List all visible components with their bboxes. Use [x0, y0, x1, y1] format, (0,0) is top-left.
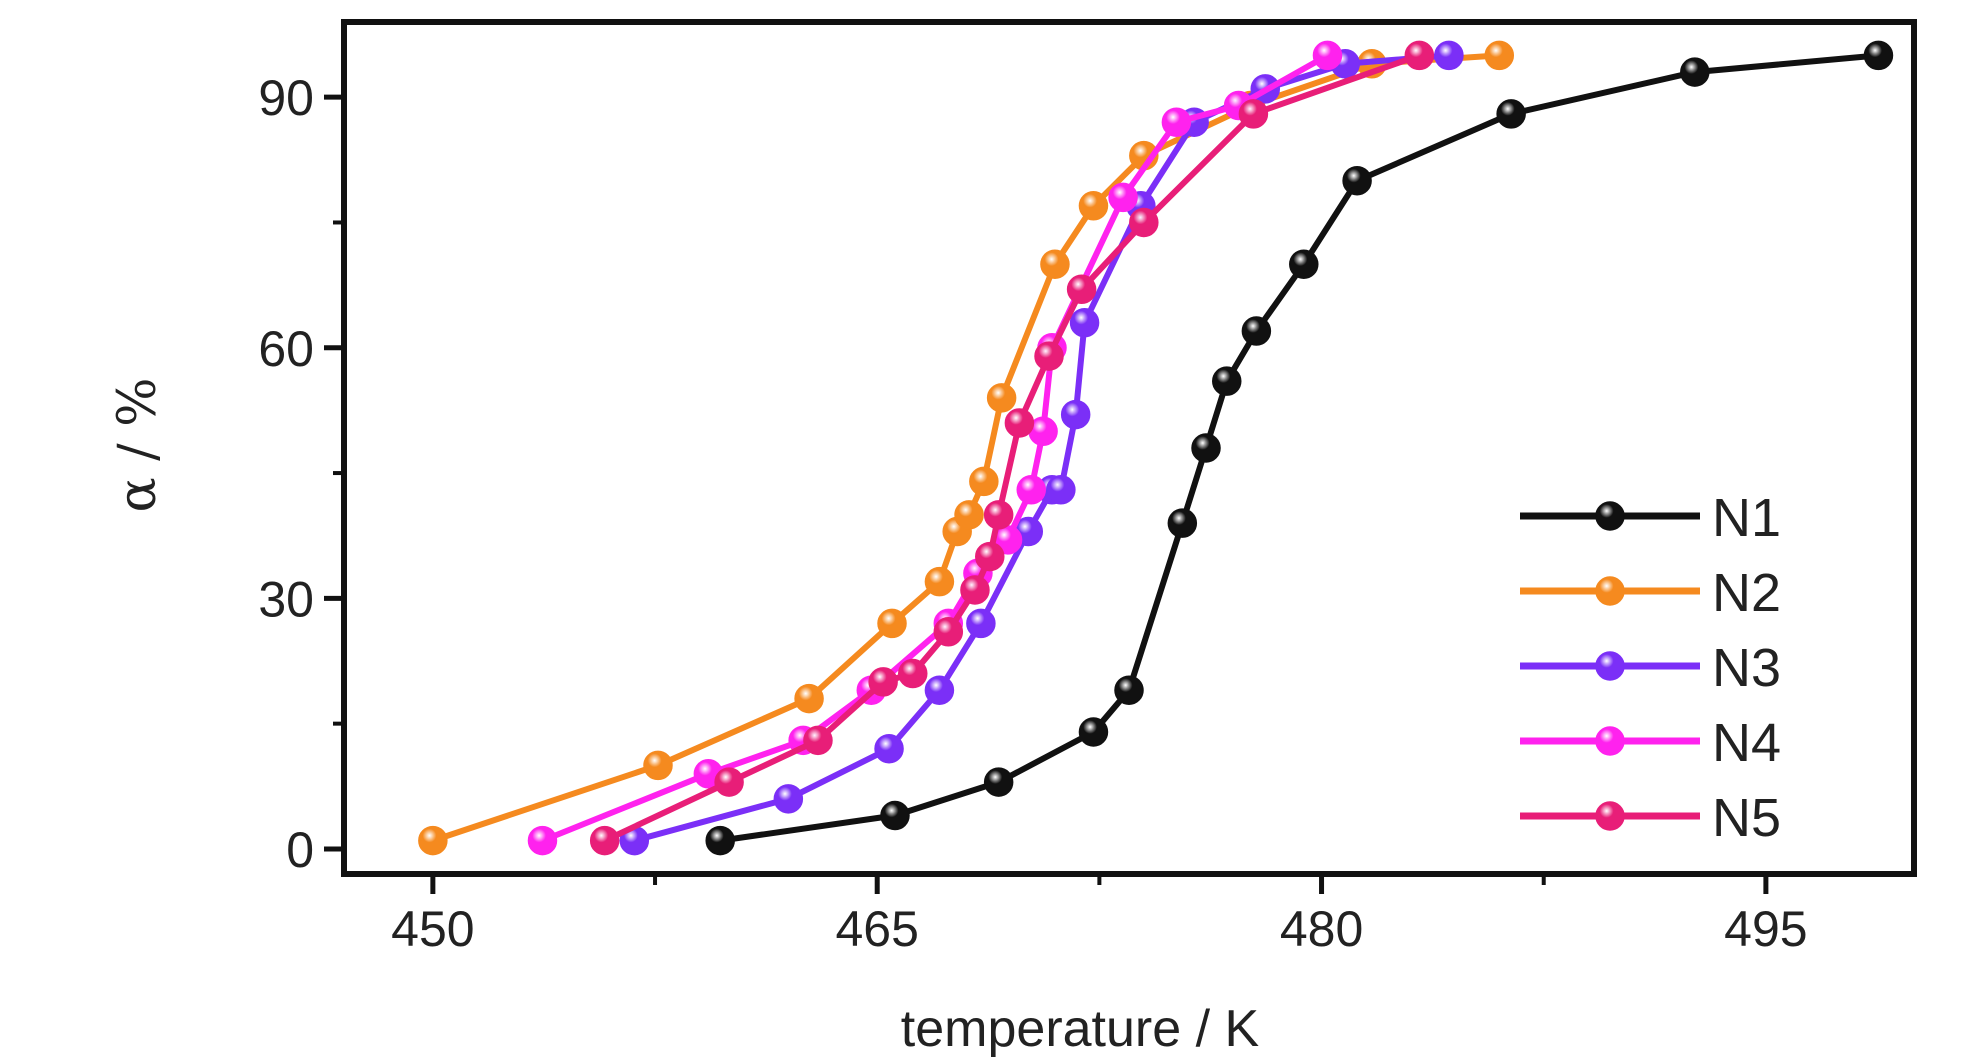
series-line-n5	[603, 52, 1421, 844]
data-point	[1078, 717, 1109, 747]
y-tick-label: 30	[258, 571, 314, 627]
x-axis: 450 465 480 495	[391, 874, 1808, 957]
data-point	[1161, 107, 1192, 137]
y-tick-label: 60	[258, 321, 314, 377]
legend-label-n2: N2	[1712, 563, 1781, 623]
legend-item-n3: N3	[1520, 638, 1781, 698]
x-tick-label: 450	[391, 901, 474, 957]
legend-label-n3: N3	[1712, 638, 1781, 698]
legend-item-n1: N1	[1520, 488, 1781, 548]
data-point	[983, 767, 1014, 797]
data-point	[1342, 165, 1372, 196]
data-point	[960, 575, 990, 605]
data-point	[975, 541, 1005, 572]
plot-frame	[341, 19, 1917, 877]
data-point	[1060, 399, 1091, 430]
data-point	[1404, 40, 1435, 71]
data-point	[1191, 433, 1221, 463]
series-n2	[418, 40, 1515, 856]
x-tick-label: 495	[1724, 901, 1807, 957]
data-point	[877, 608, 907, 639]
data-point	[527, 825, 558, 856]
data-point	[418, 825, 448, 856]
data-point	[1241, 316, 1272, 346]
legend-label-n1: N1	[1712, 488, 1781, 548]
series-n5	[589, 40, 1435, 856]
data-point	[983, 500, 1014, 530]
data-point	[874, 733, 904, 764]
legend-marker-n1	[1595, 501, 1625, 531]
legend: N1 N2 N3 N4 N5	[1520, 488, 1781, 848]
legend-label-n5: N5	[1712, 788, 1781, 848]
data-point	[794, 683, 824, 714]
data-point	[1040, 249, 1070, 279]
series-n1	[705, 40, 1894, 856]
data-point	[1680, 57, 1710, 87]
legend-marker-n4	[1595, 726, 1625, 756]
series-layer	[418, 40, 1894, 856]
data-point	[954, 500, 984, 530]
data-point	[933, 617, 964, 647]
series-line-n2	[431, 52, 1500, 844]
series-line-n1	[719, 52, 1879, 844]
data-point	[1484, 40, 1515, 71]
legend-item-n2: N2	[1520, 563, 1781, 623]
data-point	[1069, 307, 1100, 338]
y-tick-label: 90	[258, 70, 314, 126]
x-axis-title: temperature / K	[901, 1000, 1260, 1058]
data-point	[1289, 249, 1319, 279]
data-point	[1212, 366, 1242, 396]
legend-marker-n2	[1595, 576, 1625, 606]
legend-marker-n5	[1595, 801, 1625, 831]
data-point	[1496, 99, 1526, 129]
data-point	[803, 725, 833, 756]
data-point	[969, 466, 999, 497]
data-point	[1034, 341, 1064, 371]
data-point	[589, 825, 620, 856]
data-point	[1434, 40, 1464, 71]
legend-marker-n3	[1595, 651, 1625, 681]
data-point	[986, 383, 1017, 413]
data-point	[1066, 274, 1097, 305]
data-point	[880, 800, 910, 831]
y-axis-title: α / %	[108, 377, 168, 512]
data-point	[924, 675, 955, 705]
x-tick-label: 465	[835, 901, 918, 957]
data-point	[1108, 182, 1138, 213]
data-point	[1129, 207, 1159, 238]
y-axis: 0 30 60 90	[258, 70, 344, 878]
data-point	[705, 825, 735, 856]
data-point	[966, 608, 996, 639]
data-point	[773, 784, 804, 814]
legend-item-n5: N5	[1520, 788, 1781, 848]
legend-item-n4: N4	[1520, 713, 1781, 773]
data-point	[714, 767, 744, 797]
data-point	[1863, 40, 1894, 71]
data-point	[1312, 40, 1343, 71]
data-point	[924, 566, 955, 597]
x-tick-label: 480	[1280, 901, 1363, 957]
data-point	[1078, 191, 1109, 221]
data-point	[643, 750, 673, 781]
data-point	[1046, 475, 1076, 505]
data-point	[1167, 508, 1198, 538]
data-point	[868, 667, 898, 697]
data-point	[1016, 475, 1046, 505]
y-tick-label: 0	[286, 822, 314, 878]
data-point	[898, 658, 928, 689]
data-point	[1238, 99, 1269, 129]
data-point	[1004, 408, 1035, 438]
data-point	[1114, 675, 1144, 705]
legend-label-n4: N4	[1712, 713, 1781, 773]
